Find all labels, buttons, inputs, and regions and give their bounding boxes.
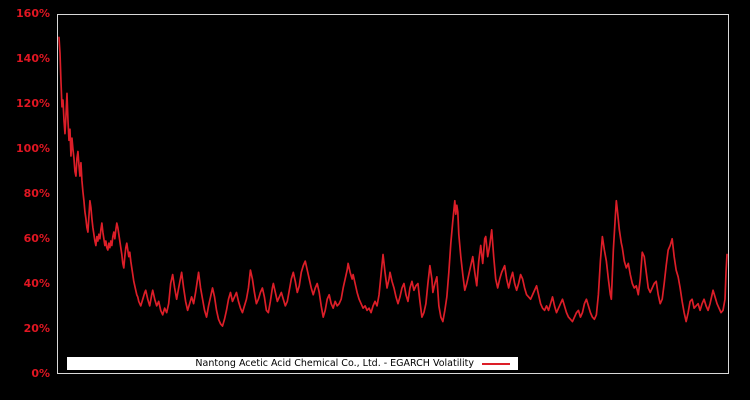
y-axis: 0% 20% 40% 60% 80% 100% 120% 140% 160%: [0, 0, 50, 400]
y-tick-label: 80%: [23, 187, 50, 200]
y-tick-label: 100%: [16, 142, 50, 155]
volatility-line: [58, 36, 728, 327]
y-tick-label: 20%: [23, 322, 50, 335]
y-tick-label: 120%: [16, 97, 50, 110]
y-tick-label: 140%: [16, 52, 50, 65]
y-tick-label: 0%: [31, 367, 50, 380]
y-tick-label: 40%: [23, 277, 50, 290]
plot-area: [57, 14, 729, 374]
legend-label: Nantong Acetic Acid Chemical Co., Ltd. -…: [195, 358, 474, 369]
plot-svg: [58, 36, 728, 327]
legend-line-swatch-icon: [482, 362, 510, 365]
y-tick-label: 160%: [16, 7, 50, 20]
legend: Nantong Acetic Acid Chemical Co., Ltd. -…: [67, 357, 518, 370]
y-tick-label: 60%: [23, 232, 50, 245]
